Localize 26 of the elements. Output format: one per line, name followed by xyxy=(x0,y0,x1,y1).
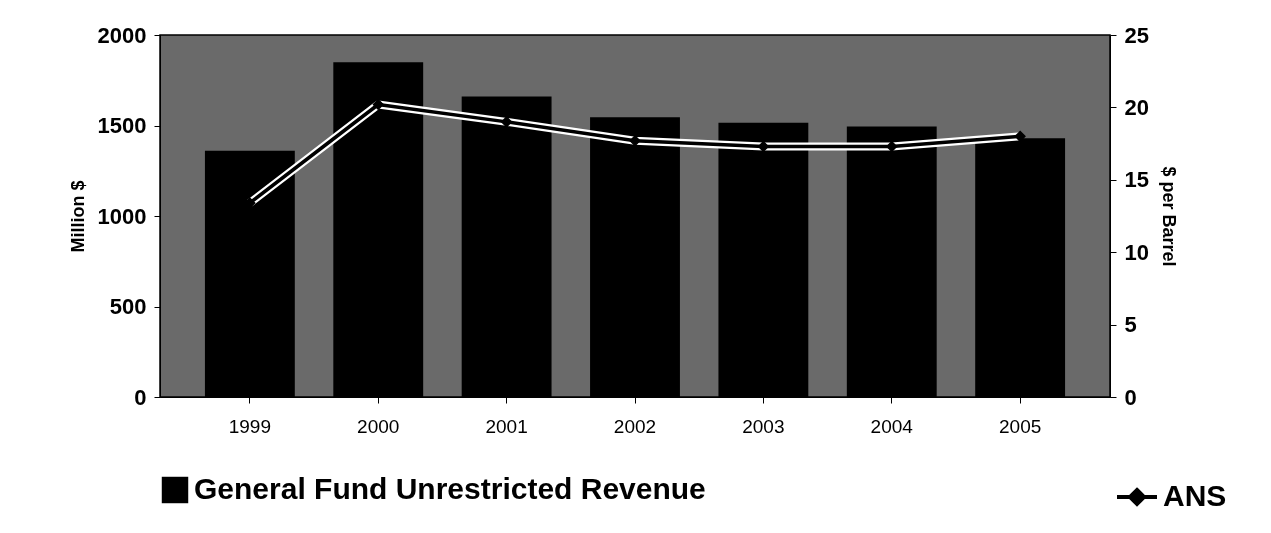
y-tick-label: 2000 xyxy=(97,22,147,48)
y-tick-label: 1000 xyxy=(97,203,147,229)
legend-label: ANS xyxy=(1163,479,1227,512)
x-tick-label: 2003 xyxy=(742,415,785,437)
x-tick-label: 1999 xyxy=(228,415,272,437)
y2-tick-label: 0 xyxy=(1124,384,1137,410)
x-tick-label: 2005 xyxy=(998,415,1042,437)
y2-axis-title: $ per Barrel xyxy=(1158,166,1179,267)
y-tick-label: 0 xyxy=(134,384,147,410)
y-axis-title: Million $ xyxy=(67,180,88,253)
point xyxy=(501,116,513,128)
x-tick-label: 2002 xyxy=(613,415,657,437)
point xyxy=(1014,130,1026,142)
point xyxy=(372,99,384,110)
y2-tick-label: 20 xyxy=(1124,94,1149,120)
y2-tick-label: 5 xyxy=(1124,312,1137,338)
legend-label: General Fund Unrestricted Revenue xyxy=(194,472,706,505)
y-tick-label: 500 xyxy=(109,294,147,319)
x-tick-label: 2001 xyxy=(485,415,528,437)
y2-tick-label: 10 xyxy=(1124,239,1149,265)
y2-tick-label: 25 xyxy=(1124,22,1149,48)
y-tick-label: 1500 xyxy=(97,113,147,138)
point xyxy=(886,141,898,152)
y2-tick-label: 15 xyxy=(1124,167,1149,193)
x-tick-label: 2000 xyxy=(357,415,400,437)
x-tick-label: 2004 xyxy=(870,415,914,437)
